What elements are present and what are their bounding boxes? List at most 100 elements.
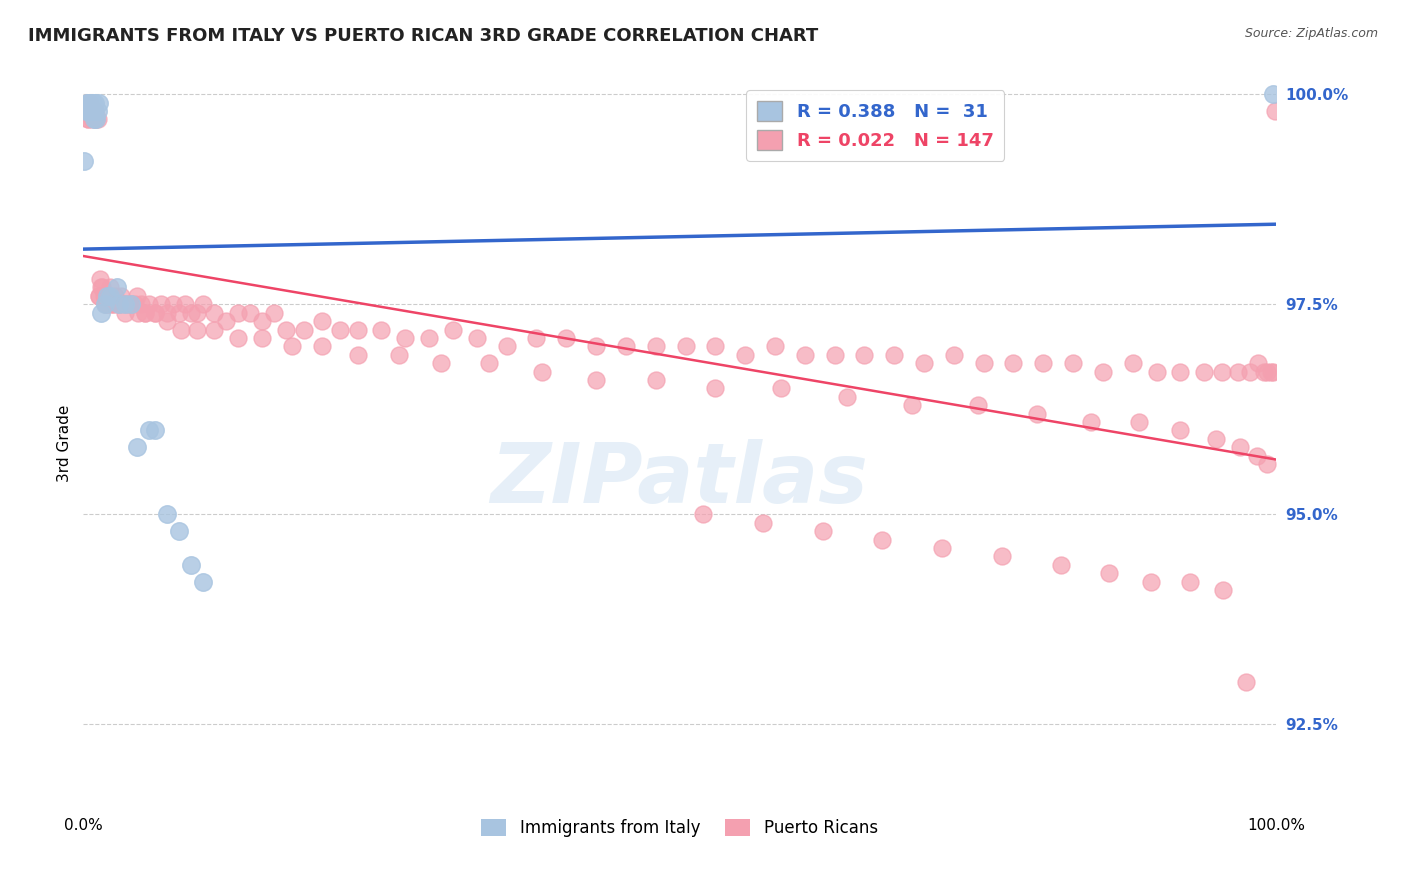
- Puerto Ricans: [329, 322, 352, 336]
- Immigrants from Italy: [1263, 87, 1285, 102]
- Puerto Ricans: [734, 348, 756, 362]
- Puerto Ricans: [931, 541, 953, 555]
- Immigrants from Italy: [80, 95, 103, 110]
- Puerto Ricans: [966, 398, 988, 412]
- Puerto Ricans: [82, 103, 104, 118]
- Immigrants from Italy: [84, 95, 107, 110]
- Puerto Ricans: [418, 331, 440, 345]
- Puerto Ricans: [86, 112, 108, 127]
- Puerto Ricans: [1211, 365, 1233, 379]
- Immigrants from Italy: [77, 103, 100, 118]
- Text: Source: ZipAtlas.com: Source: ZipAtlas.com: [1244, 27, 1378, 40]
- Immigrants from Italy: [125, 440, 148, 454]
- Puerto Ricans: [1226, 365, 1249, 379]
- Puerto Ricans: [186, 306, 208, 320]
- Immigrants from Italy: [75, 103, 97, 118]
- Puerto Ricans: [120, 297, 142, 311]
- Puerto Ricans: [1194, 365, 1216, 379]
- Immigrants from Italy: [84, 103, 107, 118]
- Puerto Ricans: [901, 398, 924, 412]
- Puerto Ricans: [1080, 415, 1102, 429]
- Puerto Ricans: [1098, 566, 1121, 581]
- Puerto Ricans: [77, 112, 100, 127]
- Puerto Ricans: [84, 112, 107, 127]
- Puerto Ricans: [1256, 365, 1278, 379]
- Puerto Ricans: [89, 272, 111, 286]
- Puerto Ricans: [204, 322, 226, 336]
- Puerto Ricans: [1002, 356, 1025, 370]
- Puerto Ricans: [75, 103, 97, 118]
- Puerto Ricans: [793, 348, 815, 362]
- Immigrants from Italy: [108, 297, 131, 311]
- Puerto Ricans: [614, 339, 637, 353]
- Puerto Ricans: [101, 297, 124, 311]
- Puerto Ricans: [149, 297, 172, 311]
- Puerto Ricans: [108, 297, 131, 311]
- Puerto Ricans: [228, 331, 250, 345]
- Puerto Ricans: [526, 331, 548, 345]
- Puerto Ricans: [77, 112, 100, 127]
- Puerto Ricans: [104, 289, 127, 303]
- Puerto Ricans: [872, 533, 894, 547]
- Immigrants from Italy: [180, 558, 202, 572]
- Puerto Ricans: [942, 348, 965, 362]
- Immigrants from Italy: [79, 103, 101, 118]
- Puerto Ricans: [1256, 457, 1278, 471]
- Immigrants from Italy: [96, 289, 118, 303]
- Immigrants from Italy: [86, 112, 108, 127]
- Puerto Ricans: [1139, 574, 1161, 589]
- Puerto Ricans: [263, 306, 285, 320]
- Puerto Ricans: [430, 356, 453, 370]
- Puerto Ricans: [769, 381, 792, 395]
- Puerto Ricans: [117, 297, 139, 311]
- Puerto Ricans: [1205, 432, 1227, 446]
- Immigrants from Italy: [167, 524, 190, 538]
- Puerto Ricans: [1229, 440, 1251, 454]
- Immigrants from Italy: [77, 95, 100, 110]
- Puerto Ricans: [274, 322, 297, 336]
- Puerto Ricans: [1128, 415, 1150, 429]
- Puerto Ricans: [114, 306, 136, 320]
- Puerto Ricans: [80, 112, 103, 127]
- Puerto Ricans: [346, 322, 368, 336]
- Puerto Ricans: [87, 289, 110, 303]
- Puerto Ricans: [973, 356, 995, 370]
- Puerto Ricans: [311, 314, 333, 328]
- Puerto Ricans: [94, 297, 117, 311]
- Puerto Ricans: [835, 390, 858, 404]
- Puerto Ricans: [124, 297, 146, 311]
- Puerto Ricans: [170, 322, 193, 336]
- Puerto Ricans: [1032, 356, 1054, 370]
- Text: IMMIGRANTS FROM ITALY VS PUERTO RICAN 3RD GRADE CORRELATION CHART: IMMIGRANTS FROM ITALY VS PUERTO RICAN 3R…: [28, 27, 818, 45]
- Immigrants from Italy: [120, 297, 142, 311]
- Puerto Ricans: [98, 297, 121, 311]
- Puerto Ricans: [1062, 356, 1084, 370]
- Puerto Ricans: [883, 348, 905, 362]
- Y-axis label: 3rd Grade: 3rd Grade: [58, 404, 72, 482]
- Puerto Ricans: [228, 306, 250, 320]
- Puerto Ricans: [250, 331, 273, 345]
- Puerto Ricans: [125, 289, 148, 303]
- Immigrants from Italy: [82, 95, 104, 110]
- Immigrants from Italy: [77, 95, 100, 110]
- Puerto Ricans: [394, 331, 416, 345]
- Immigrants from Italy: [156, 508, 179, 522]
- Puerto Ricans: [346, 348, 368, 362]
- Puerto Ricans: [103, 297, 125, 311]
- Puerto Ricans: [644, 373, 666, 387]
- Immigrants from Italy: [191, 574, 214, 589]
- Puerto Ricans: [1026, 407, 1049, 421]
- Puerto Ricans: [495, 339, 517, 353]
- Puerto Ricans: [98, 280, 121, 294]
- Puerto Ricans: [110, 289, 132, 303]
- Immigrants from Italy: [90, 306, 112, 320]
- Puerto Ricans: [585, 373, 607, 387]
- Puerto Ricans: [692, 508, 714, 522]
- Puerto Ricans: [1260, 365, 1282, 379]
- Puerto Ricans: [1253, 365, 1275, 379]
- Immigrants from Italy: [87, 95, 110, 110]
- Legend: Immigrants from Italy, Puerto Ricans: Immigrants from Italy, Puerto Ricans: [475, 813, 884, 844]
- Puerto Ricans: [531, 365, 554, 379]
- Puerto Ricans: [555, 331, 578, 345]
- Puerto Ricans: [83, 103, 105, 118]
